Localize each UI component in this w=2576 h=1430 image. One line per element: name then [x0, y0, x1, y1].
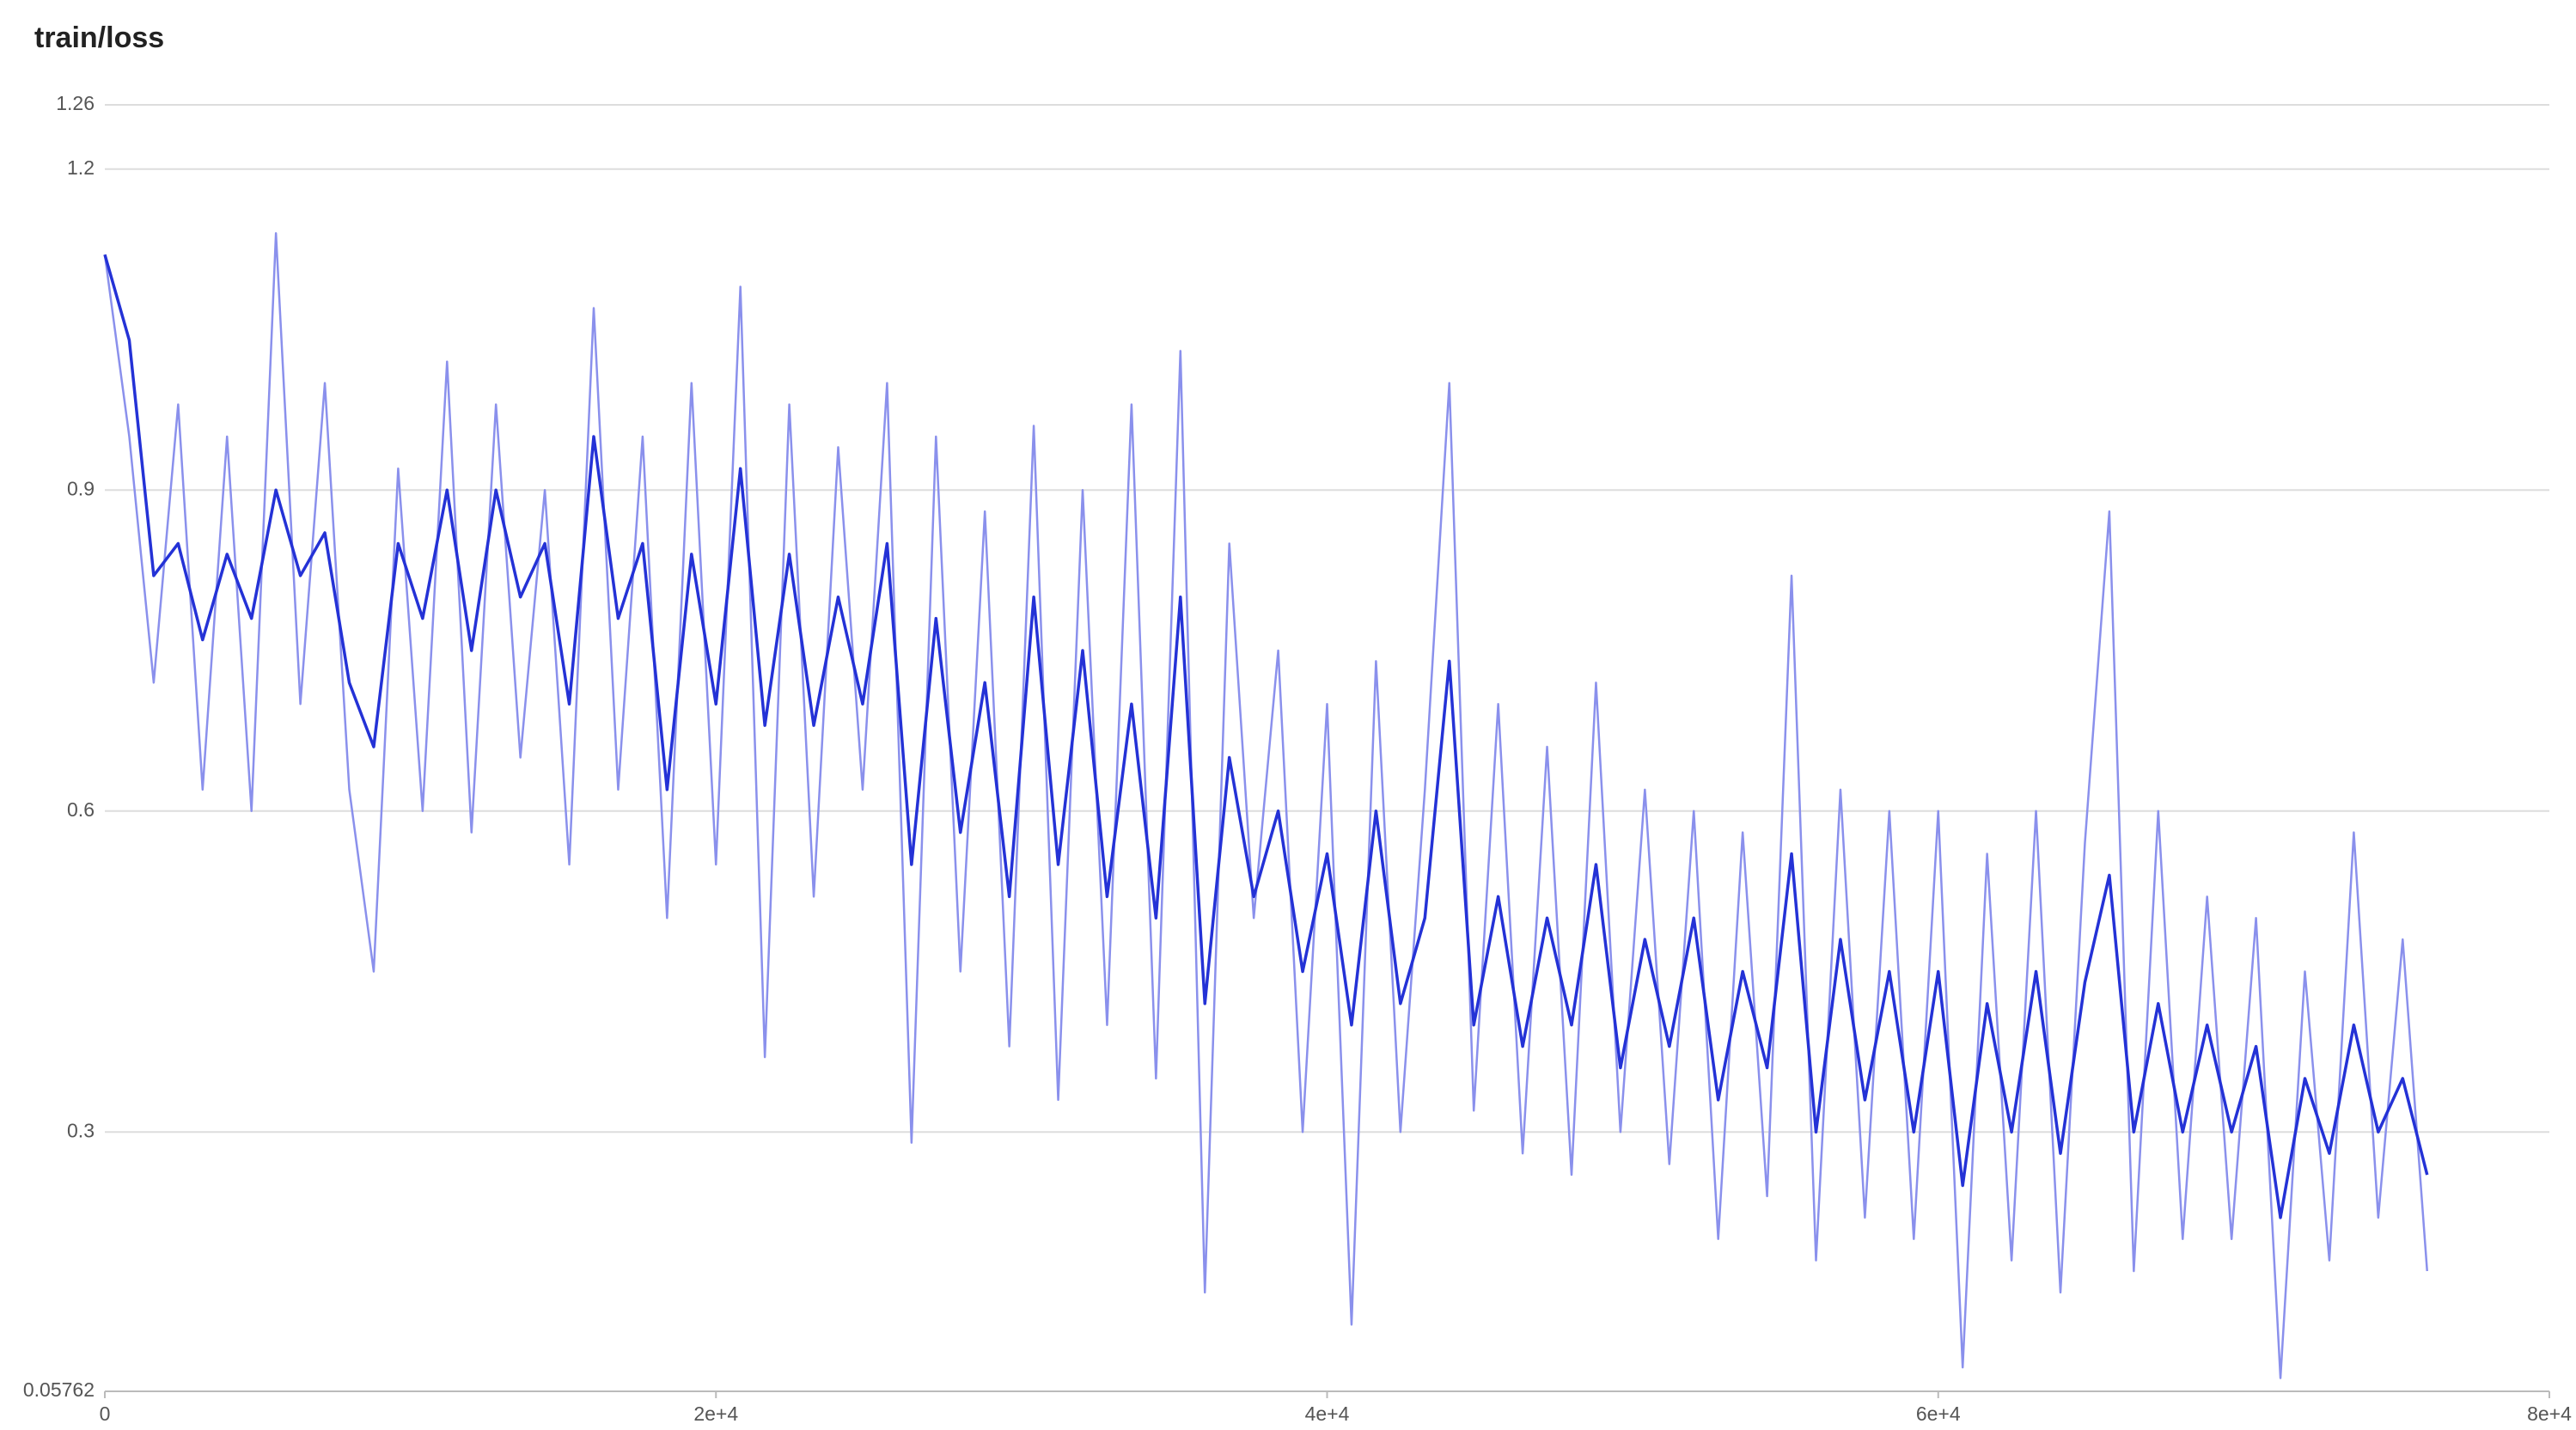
- y-tick-label: 0.9: [67, 477, 95, 499]
- y-tick-label: 0.05762: [23, 1378, 95, 1401]
- loss-line: [103, 254, 2429, 1219]
- y-tick-label: 1.26: [56, 92, 95, 114]
- y-tick-label: 0.3: [67, 1119, 95, 1141]
- x-tick-label: 6e+4: [1916, 1402, 1961, 1425]
- chart-title: train/loss: [34, 21, 164, 54]
- x-tick-label: 4e+4: [1305, 1402, 1350, 1425]
- x-tick-label: 2e+4: [693, 1402, 738, 1425]
- y-tick-label: 1.2: [67, 156, 95, 179]
- x-tick-label: 0: [100, 1402, 111, 1425]
- y-tick-label: 0.6: [67, 798, 95, 821]
- x-tick-label: 8e+4: [2527, 1402, 2572, 1425]
- loss-line: [103, 232, 2428, 1379]
